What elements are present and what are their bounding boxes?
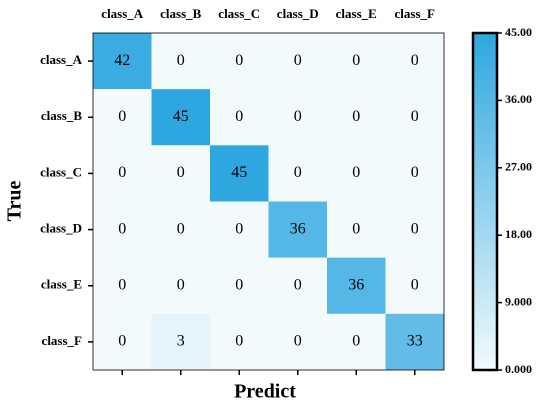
cell bbox=[327, 89, 386, 146]
y-tick-label: class_A bbox=[40, 52, 83, 67]
cell bbox=[93, 257, 152, 314]
cell-label: 0 bbox=[294, 276, 302, 293]
colorbar-tick-label: 45.00 bbox=[505, 25, 532, 39]
y-tick-label: class_C bbox=[40, 164, 82, 179]
cell bbox=[210, 33, 269, 90]
cell-label: 0 bbox=[352, 164, 360, 181]
cell-label: 42 bbox=[114, 52, 130, 69]
y-tick-label: class_D bbox=[40, 221, 82, 236]
cell-label: 0 bbox=[235, 333, 243, 350]
cell-label: 33 bbox=[407, 333, 423, 350]
cell-label: 0 bbox=[235, 220, 243, 237]
y-tick-label: class_B bbox=[41, 108, 83, 123]
cell-label: 0 bbox=[352, 52, 360, 69]
cell bbox=[210, 145, 269, 202]
x-tick-label: class_D bbox=[277, 6, 319, 21]
cell-label: 0 bbox=[177, 52, 185, 69]
cell-label: 45 bbox=[231, 164, 247, 181]
cell-label: 36 bbox=[290, 220, 306, 237]
cell-label: 0 bbox=[235, 52, 243, 69]
cell bbox=[151, 145, 210, 202]
cell-label: 0 bbox=[118, 276, 126, 293]
cell bbox=[268, 313, 327, 370]
cell-label: 0 bbox=[294, 52, 302, 69]
cell bbox=[93, 33, 152, 90]
cell-label: 0 bbox=[411, 220, 419, 237]
cell bbox=[385, 313, 444, 370]
x-tick-label: class_C bbox=[218, 6, 260, 21]
cell bbox=[93, 89, 152, 146]
cell bbox=[385, 201, 444, 258]
x-axis-title: Predict bbox=[234, 381, 296, 403]
y-tick-label: class_E bbox=[41, 277, 82, 292]
cell-label: 0 bbox=[118, 220, 126, 237]
cell bbox=[93, 313, 152, 370]
cell-label: 0 bbox=[294, 108, 302, 125]
cell-label: 0 bbox=[177, 164, 185, 181]
cell-label: 3 bbox=[177, 333, 185, 350]
cell-label: 36 bbox=[348, 276, 364, 293]
cell-label: 0 bbox=[235, 276, 243, 293]
cell-label: 0 bbox=[294, 164, 302, 181]
cell-label: 0 bbox=[235, 108, 243, 125]
cell bbox=[268, 257, 327, 314]
cell bbox=[327, 33, 386, 90]
cell bbox=[151, 33, 210, 90]
cell bbox=[327, 257, 386, 314]
cell-label: 0 bbox=[118, 333, 126, 350]
cell-label: 0 bbox=[411, 52, 419, 69]
cell-label: 0 bbox=[177, 220, 185, 237]
cell bbox=[327, 145, 386, 202]
cell bbox=[327, 201, 386, 258]
x-tick-label: class_F bbox=[395, 6, 436, 21]
cell-label: 0 bbox=[411, 164, 419, 181]
cell bbox=[151, 89, 210, 146]
y-axis-title: True bbox=[4, 181, 26, 222]
cell bbox=[210, 89, 269, 146]
cell bbox=[327, 313, 386, 370]
colorbar bbox=[471, 31, 499, 372]
cell bbox=[268, 89, 327, 146]
cell bbox=[93, 145, 152, 202]
x-tick-label: class_B bbox=[160, 6, 202, 21]
cell bbox=[268, 33, 327, 90]
cell-label: 0 bbox=[177, 276, 185, 293]
cell bbox=[210, 313, 269, 370]
cell bbox=[268, 201, 327, 258]
cell-label: 0 bbox=[352, 220, 360, 237]
x-tick-label: class_A bbox=[101, 6, 144, 21]
cell-label: 0 bbox=[411, 276, 419, 293]
cell bbox=[385, 257, 444, 314]
cell bbox=[268, 145, 327, 202]
colorbar-tick-label: 18.00 bbox=[505, 227, 532, 241]
cell bbox=[385, 33, 444, 90]
cell-label: 0 bbox=[411, 108, 419, 125]
cell-label: 45 bbox=[173, 108, 189, 125]
cell-label: 0 bbox=[294, 333, 302, 350]
colorbar-tick-label: 36.00 bbox=[505, 92, 532, 106]
x-tick-label: class_E bbox=[336, 6, 377, 21]
cell bbox=[385, 145, 444, 202]
cell bbox=[385, 89, 444, 146]
y-tick-label: class_F bbox=[42, 333, 83, 348]
plot-frame bbox=[92, 32, 445, 371]
colorbar-tick-label: 0.000 bbox=[505, 362, 532, 376]
cell bbox=[151, 313, 210, 370]
cell bbox=[210, 201, 269, 258]
cell bbox=[210, 257, 269, 314]
cell bbox=[93, 201, 152, 258]
cell-label: 0 bbox=[118, 108, 126, 125]
cell-label: 0 bbox=[118, 164, 126, 181]
colorbar-tick-label: 27.00 bbox=[505, 160, 532, 174]
cell-label: 0 bbox=[352, 333, 360, 350]
colorbar-tick-label: 9.000 bbox=[505, 294, 532, 308]
cell bbox=[151, 201, 210, 258]
cell bbox=[151, 257, 210, 314]
cell-label: 0 bbox=[352, 108, 360, 125]
